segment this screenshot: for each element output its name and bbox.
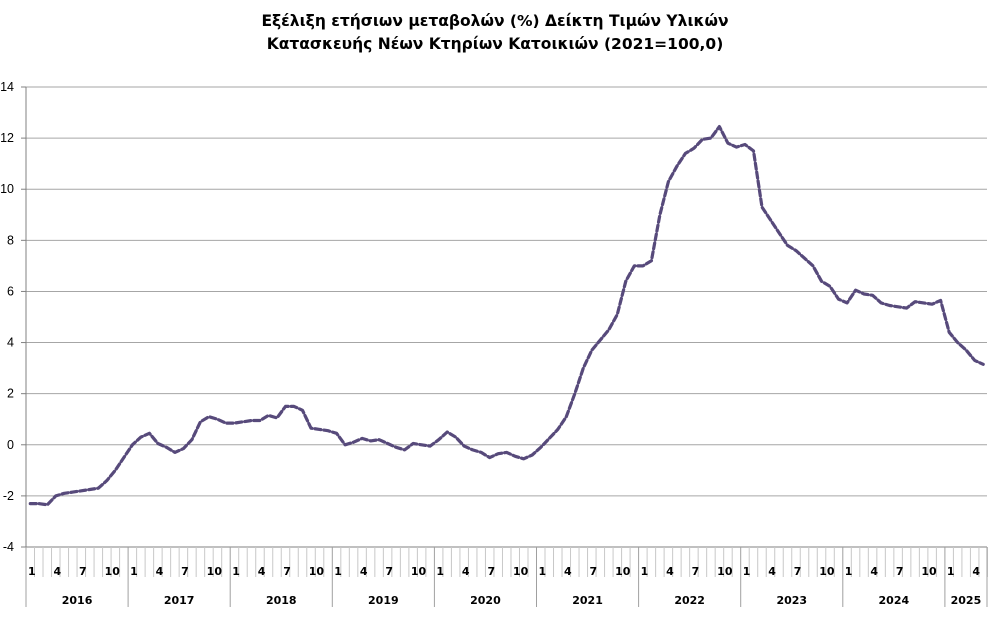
x-tick-label: 4 <box>666 565 674 578</box>
x-axis: 1 4 7 10 1 4 7 10 1 4 7 10 1 4 7 10 1 4 7 10 1 4 7 10 1 4 7 10 1 4 7 10… <box>25 546 988 607</box>
x-tick-label: 4 <box>972 565 980 578</box>
x-tick-label: 7 <box>283 565 291 578</box>
x-tick-label: 1 <box>334 565 342 578</box>
x-tick-label: 7 <box>181 565 189 578</box>
x-tick-label: 1 <box>539 565 547 578</box>
x-tick-label: 4 <box>156 565 164 578</box>
year-label: 2018 <box>266 594 297 607</box>
y-axis: -4 -2 0 2 4 6 8 10 12 14 <box>0 80 27 554</box>
x-tick-label: 4 <box>258 565 266 578</box>
x-tick-label: 1 <box>845 565 853 578</box>
y-tick-label: 12 <box>0 131 14 145</box>
x-tick-label: 7 <box>487 565 495 578</box>
x-tick-label: 4 <box>768 565 776 578</box>
x-tick-label: 7 <box>794 565 802 578</box>
year-label: 2024 <box>879 594 910 607</box>
x-tick-label: 1 <box>232 565 240 578</box>
x-tick-label: 1 <box>743 565 751 578</box>
x-tick-label: 10 <box>819 565 835 578</box>
y-tick-label: 8 <box>7 233 14 247</box>
x-tick-label: 4 <box>360 565 368 578</box>
y-tick-label: 4 <box>7 336 14 350</box>
x-tick-label: 1 <box>28 565 36 578</box>
y-tick-label: -2 <box>3 489 14 503</box>
y-tick-label: 6 <box>7 284 14 298</box>
year-label: 2025 <box>951 594 982 607</box>
x-tick-label: 10 <box>411 565 427 578</box>
year-label: 2017 <box>164 594 195 607</box>
x-tick-label: 1 <box>641 565 649 578</box>
x-tick-label: 1 <box>130 565 138 578</box>
x-tick-label: 10 <box>309 565 325 578</box>
chart-title-line-1: Εξέλιξη ετήσιων μεταβολών (%) Δείκτη Τιμ… <box>261 12 729 30</box>
x-tick-label: 10 <box>207 565 223 578</box>
x-tick-label: 7 <box>896 565 904 578</box>
x-tick-label: 1 <box>436 565 444 578</box>
x-tick-label: 1 <box>947 565 955 578</box>
y-tick-label: 10 <box>0 182 14 196</box>
x-tick-label: 10 <box>717 565 733 578</box>
data-series <box>28 124 985 507</box>
year-label: 2023 <box>776 594 807 607</box>
x-tick-label: 10 <box>105 565 121 578</box>
chart-title: Εξέλιξη ετήσιων μεταβολών (%) Δείκτη Τιμ… <box>0 10 990 56</box>
x-tick-label: 7 <box>692 565 700 578</box>
x-tick-label: 10 <box>615 565 631 578</box>
chart-title-line-2: Κατασκευής Νέων Κτηρίων Κατοικιών (2021=… <box>266 35 724 53</box>
series-line <box>28 124 985 507</box>
year-label: 2020 <box>470 594 501 607</box>
x-tick-label: 4 <box>870 565 878 578</box>
x-tick-label: 4 <box>54 565 62 578</box>
y-tick-label: 2 <box>7 387 14 401</box>
x-tick-label: 7 <box>590 565 598 578</box>
gridlines <box>26 86 987 497</box>
x-tick-label: 4 <box>462 565 470 578</box>
year-label: 2019 <box>368 594 399 607</box>
x-tick-label: 4 <box>564 565 572 578</box>
x-tick-label: 7 <box>385 565 393 578</box>
y-tick-label: -4 <box>3 540 14 554</box>
y-tick-label: 0 <box>7 438 14 452</box>
year-label: 2022 <box>674 594 705 607</box>
x-tick-label: 10 <box>921 565 937 578</box>
x-tick-label: 10 <box>513 565 529 578</box>
year-label: 2016 <box>62 594 93 607</box>
x-tick-label: 7 <box>79 565 87 578</box>
y-tick-label: 14 <box>0 80 14 94</box>
year-label: 2021 <box>572 594 603 607</box>
